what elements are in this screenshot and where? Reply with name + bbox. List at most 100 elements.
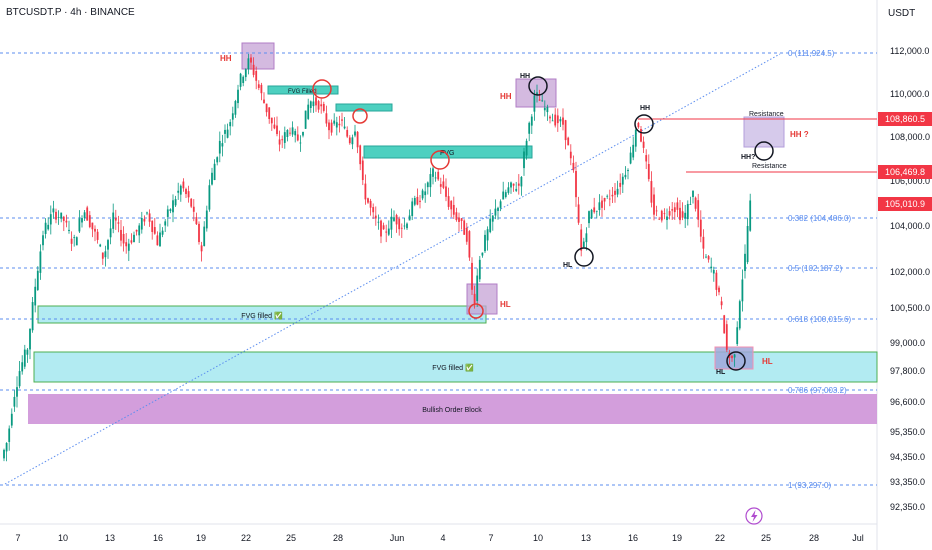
candle-body (710, 266, 713, 269)
candle-body (554, 114, 557, 126)
candle-body (320, 104, 323, 107)
candle-body (694, 197, 697, 209)
candle-body (268, 107, 271, 120)
candle-body (153, 227, 156, 234)
candle-body (432, 168, 434, 177)
candle-body (549, 116, 551, 119)
candle-body (315, 97, 317, 106)
candle-body (707, 256, 710, 260)
candle-body (650, 181, 653, 203)
swing-label-hl: HL (563, 262, 573, 269)
candle-body (372, 207, 375, 213)
candle-body (559, 119, 562, 122)
candle-body (83, 212, 86, 218)
candle-body (530, 116, 533, 126)
swing-label-hh: HH (220, 54, 232, 63)
candle-body (387, 228, 390, 235)
candle-body (291, 127, 294, 135)
y-tick-label: 112,000.0 (890, 46, 929, 56)
candle-body (471, 262, 473, 290)
candle-body (346, 130, 349, 137)
candle-body (647, 164, 650, 180)
lightning-icon[interactable] (745, 507, 763, 525)
last-price-tag (878, 197, 932, 211)
candle-body (244, 69, 247, 78)
candle-body (499, 201, 502, 208)
candle-body (645, 155, 648, 162)
x-tick-label: 28 (809, 533, 819, 543)
candle-body (265, 103, 268, 113)
candle-body (120, 229, 122, 241)
candle-body (234, 101, 237, 115)
candle-body (299, 142, 302, 144)
candle-body (23, 349, 26, 367)
candle-body (36, 270, 39, 290)
candle-body (270, 117, 273, 124)
candle-body (377, 221, 380, 223)
candle-body (434, 177, 437, 179)
swing-markers (312, 76, 774, 371)
candle-body (213, 163, 216, 181)
hl-zone-box-2 (714, 346, 754, 370)
fvg-zone (363, 145, 533, 159)
candle-body (5, 443, 8, 452)
candle-body (419, 200, 421, 202)
swing-label-hh-question: HH? (741, 154, 755, 161)
candle-body (447, 196, 450, 207)
candle-body (619, 182, 622, 187)
x-tick-label: 13 (105, 533, 115, 543)
candle-body (398, 218, 401, 230)
candle-body (351, 137, 354, 145)
candle-body (348, 137, 351, 144)
swing-label-hl: HL (716, 369, 726, 376)
hh-zone-box-1 (241, 42, 275, 70)
candle-body (211, 172, 213, 185)
candle-body (400, 227, 403, 229)
candle-body (697, 200, 700, 220)
candle-body (536, 92, 538, 96)
candle-body (658, 218, 661, 220)
x-tick-label: 25 (286, 533, 296, 543)
swing-label-hl: HL (762, 357, 773, 366)
candle-body (70, 238, 73, 244)
candle-body (429, 174, 432, 188)
currency-label[interactable]: USDT (888, 8, 916, 19)
candle-body (283, 132, 286, 143)
candle-body (458, 217, 460, 222)
candle-body (520, 176, 523, 187)
candle-body (294, 131, 297, 136)
x-tick-label: 7 (15, 533, 20, 543)
candle-body (151, 220, 154, 232)
y-tick-label: 102,000.0 (890, 267, 930, 277)
candle-body (702, 236, 705, 249)
candle-body (226, 129, 229, 138)
x-tick-label: 16 (628, 533, 638, 543)
candle-body (26, 349, 29, 355)
axis-layer: 112,000.0 110,000.0 108,000.0 106,000.0 104,… (15, 46, 930, 543)
y-tick-label: 97,800.0 (890, 366, 925, 376)
candle-body (112, 212, 115, 229)
candle-body (192, 206, 195, 212)
candle-body (738, 301, 741, 329)
candle-body (541, 100, 544, 102)
candle-body (335, 122, 338, 128)
candle-body (517, 183, 520, 186)
candle-body (216, 157, 219, 163)
candle-body (567, 137, 570, 146)
candle-body (99, 244, 102, 247)
candle-body (468, 231, 471, 258)
candle-body (679, 207, 681, 221)
candle-body (156, 235, 159, 246)
x-tick-label: 25 (761, 533, 771, 543)
swing-circle (754, 141, 774, 161)
candle-body (684, 212, 687, 219)
candle-body (78, 218, 81, 232)
candle-body (286, 130, 289, 137)
candle-body (8, 428, 11, 442)
candle-body (127, 243, 130, 251)
candle-body (538, 99, 541, 101)
swing-circle (634, 114, 654, 134)
candle-body (460, 218, 463, 221)
candle-body (122, 233, 125, 244)
